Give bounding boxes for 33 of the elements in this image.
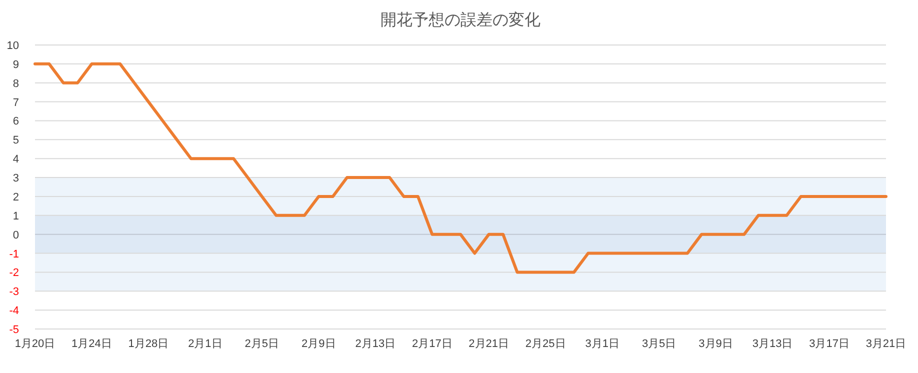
- x-tick-label: 3月5日: [642, 338, 676, 350]
- x-tick-label: 1月28日: [128, 338, 169, 350]
- x-tick-label: 2月5日: [244, 338, 280, 350]
- x-tick-label: 2月21日: [468, 338, 510, 350]
- x-tick-label: 2月1日: [188, 338, 222, 350]
- y-tick-label: 2: [12, 191, 19, 204]
- y-tick-label: 7: [12, 96, 19, 109]
- x-tick-label: 3月9日: [698, 338, 733, 350]
- y-tick-label: 8: [12, 78, 19, 90]
- x-tick-label: 1月20日: [14, 338, 56, 350]
- x-tick-label: 2月13日: [355, 338, 396, 350]
- y-tick-label: 5: [12, 134, 19, 147]
- y-tick-label: -4: [9, 305, 19, 318]
- x-tick-label: 3月17日: [809, 338, 850, 350]
- y-tick-label: 3: [12, 172, 19, 185]
- y-tick-label: 10: [6, 40, 19, 52]
- y-tick-label: 6: [12, 116, 19, 128]
- y-tick-label: -3: [9, 286, 19, 298]
- x-tick-label: 3月1日: [585, 338, 620, 350]
- x-tick-label: 3月21日: [866, 338, 906, 350]
- y-tick-label: 4: [12, 154, 19, 166]
- y-tick-label: -2: [9, 267, 19, 280]
- x-tick-label: 2月9日: [302, 338, 336, 350]
- x-tick-label: 2月25日: [525, 338, 566, 350]
- y-tick-label: 9: [12, 58, 19, 71]
- y-tick-label: -1: [9, 248, 19, 260]
- x-tick-label: 2月17日: [412, 338, 452, 350]
- x-tick-label: 3月13日: [752, 338, 793, 350]
- title: 開花予想の誤差の変化: [380, 12, 540, 29]
- y-tick-label: 0: [12, 229, 19, 242]
- y-tick-label: -5: [9, 324, 19, 336]
- y-tick-label: 1: [12, 210, 19, 222]
- x-tick-label: 1月24日: [72, 338, 112, 350]
